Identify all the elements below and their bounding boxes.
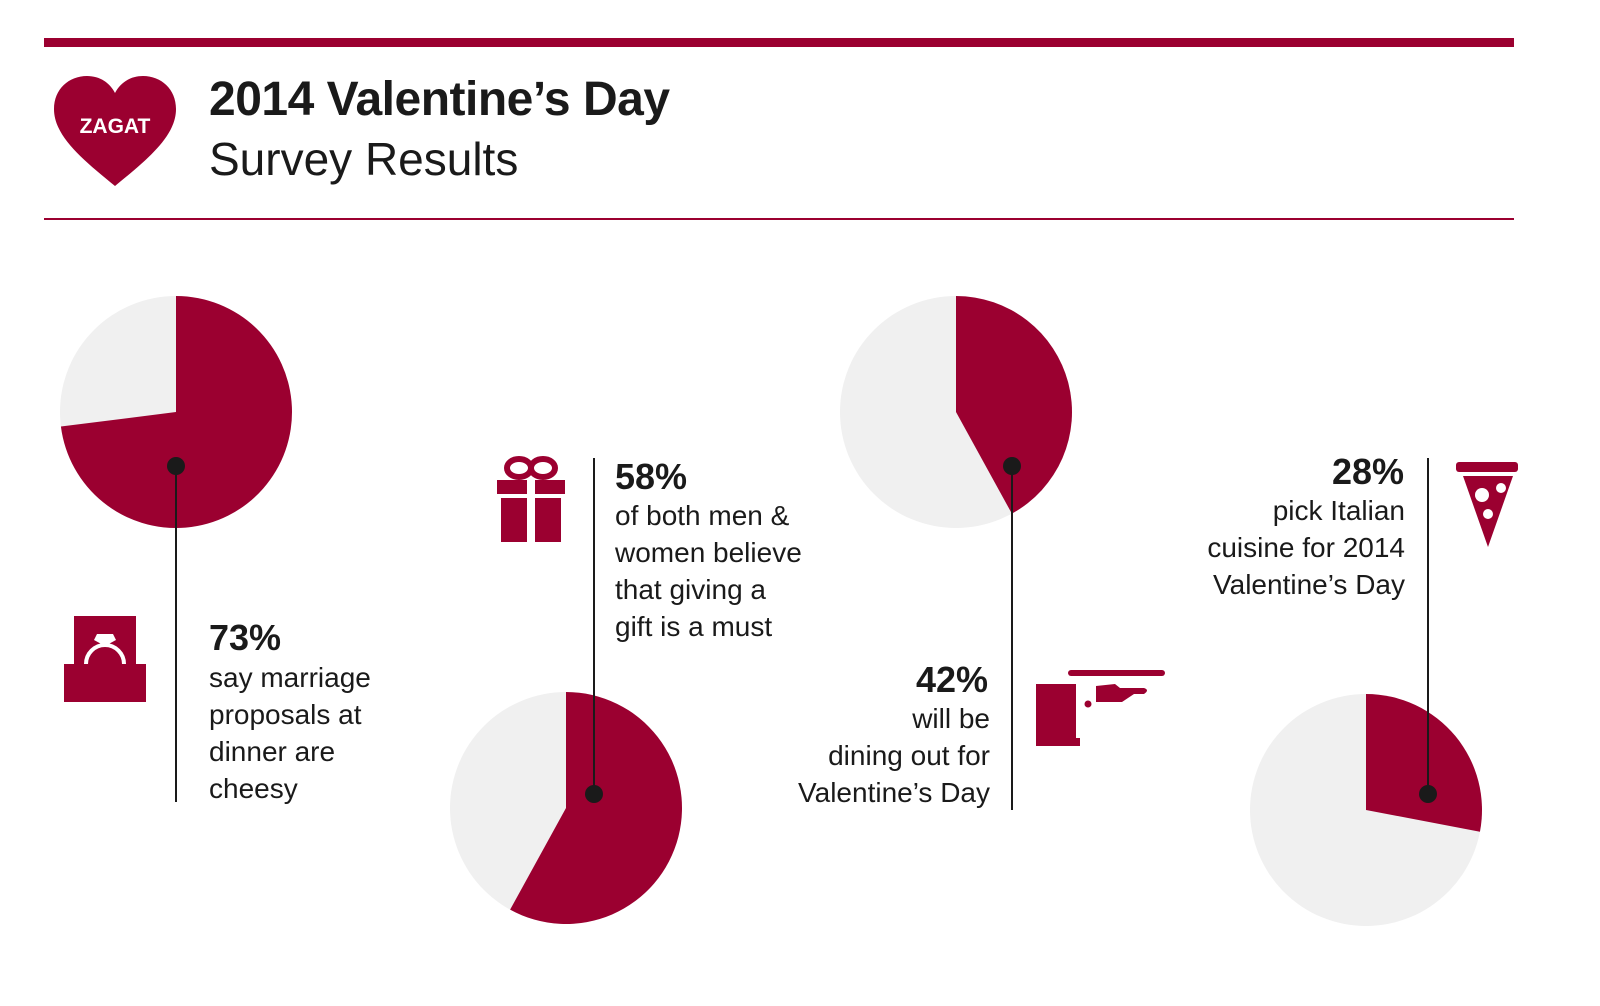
stat-4-description: pick Italian cuisine for 2014 Valentine’… [1100,492,1405,603]
pie-slice-value [510,692,683,924]
pie-chart-2 [450,458,683,924]
ring-box-icon [64,616,146,702]
pie-chart-1 [60,296,292,802]
pie-slice-value [956,296,1072,514]
stat-3-description: will be dining out for Valentine’s Day [700,700,990,811]
page-subtitle: Survey Results [209,133,519,185]
top-bar [44,38,1514,47]
desc-line: that giving a [615,574,766,605]
desc-line: cheesy [209,773,298,804]
desc-line: women believe [615,537,802,568]
desc-line: will be [912,703,990,734]
desc-line: proposals at [209,699,362,730]
leader-dot [585,785,603,803]
leader-dot [167,457,185,475]
page-title: 2014 Valentine’s Day [209,73,670,126]
desc-line: of both men & [615,500,790,531]
stat-2-percent: 58% [615,456,688,497]
header-divider [44,218,1514,220]
desc-line: dining out for [828,740,990,771]
stat-2-description: of both men & women believe that giving … [615,497,802,645]
waiter-tray-icon [1036,670,1165,746]
desc-line: say marriage [209,662,371,693]
stat-1-percent: 73% [209,617,282,658]
stat-3-percent: 42% [915,659,988,700]
desc-line: cuisine for 2014 [1207,532,1405,563]
stat-4-percent: 28% [1331,451,1404,492]
stat-1-description: say marriage proposals at dinner are che… [209,659,371,807]
pie-chart-3 [840,296,1072,810]
pie-slice-value [60,296,292,528]
desc-line: Valentine’s Day [798,777,990,808]
zagat-heart-logo: ZAGAT [54,76,176,186]
pie-slice-value [1366,694,1482,832]
pizza-slice-icon [1456,462,1518,547]
desc-line: gift is a must [615,611,773,642]
leader-dot [1419,785,1437,803]
desc-line: Valentine’s Day [1213,569,1405,600]
gift-icon [497,456,565,542]
svg-text:ZAGAT: ZAGAT [80,115,151,138]
leader-dot [1003,457,1021,475]
pie-chart-4 [1250,458,1482,926]
desc-line: pick Italian [1272,495,1405,526]
desc-line: dinner are [209,736,336,767]
